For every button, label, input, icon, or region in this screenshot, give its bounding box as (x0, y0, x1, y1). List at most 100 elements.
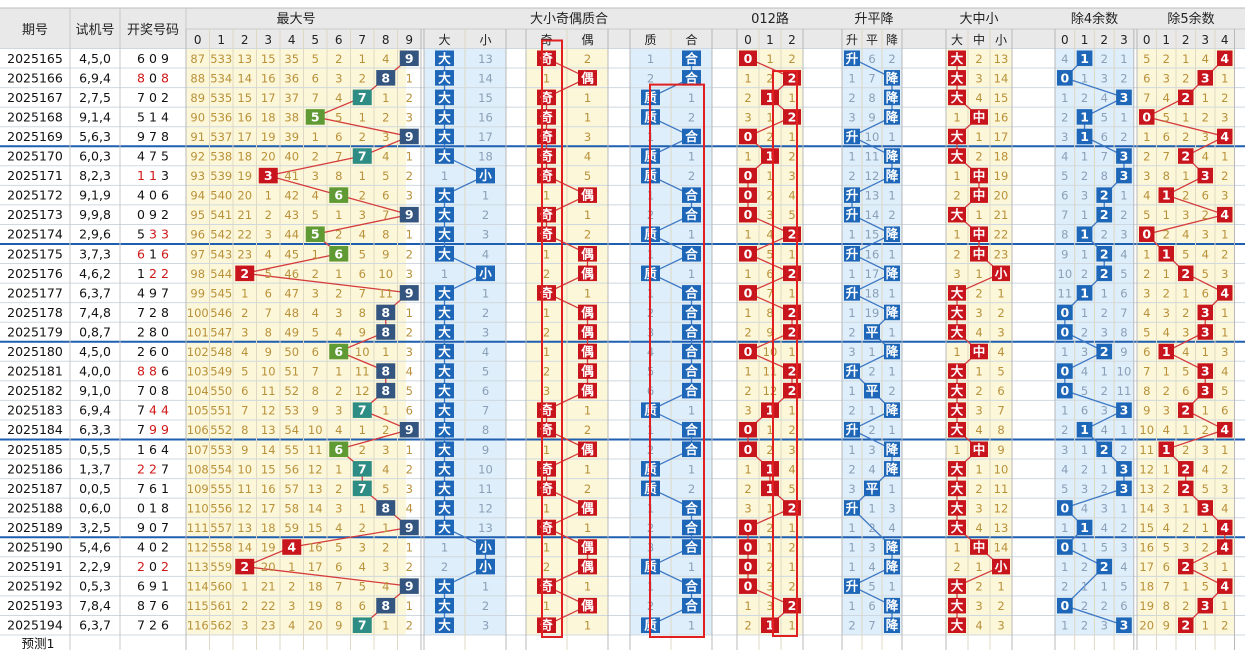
m4-miss-count: 1 (1061, 521, 1068, 535)
jo-miss-count: 1 (584, 91, 591, 105)
draw-digit: 9 (161, 51, 169, 66)
m4-miss-count: 1 (1120, 110, 1127, 124)
m4-miss-count: 2 (1061, 110, 1068, 124)
dzx-hit-label: 大 (951, 149, 964, 164)
max-miss-count: 13 (261, 423, 276, 437)
max-miss-count: 52 (284, 384, 299, 398)
max-miss-count: 6 (359, 599, 366, 613)
dzx-miss-count: 2 (975, 384, 982, 398)
max-miss-count: 4 (241, 345, 248, 359)
m5-miss-count: 3 (1202, 130, 1209, 144)
m4-hit-cell (1096, 441, 1113, 458)
dx-hit-cell (435, 246, 454, 262)
zh-hit-label: 合 (685, 188, 698, 203)
m5-miss-count: 7 (1143, 365, 1150, 379)
dx-miss-count: 11 (478, 482, 493, 496)
m4-hit-label: 1 (1080, 422, 1089, 437)
max-hit-label: 8 (381, 324, 390, 339)
issue-number: 2025192 (7, 579, 63, 594)
dx-hit-cell (435, 206, 454, 223)
max-hit-cell (235, 265, 255, 282)
dzx-miss-count: 11 (994, 482, 1009, 496)
draw-digit: 8 (137, 598, 145, 613)
draw-digit: 2 (161, 90, 169, 105)
r012-hit-cell (739, 128, 757, 145)
m5-hit-cell (1217, 206, 1233, 223)
max-miss-count: 4 (335, 423, 342, 437)
max-miss-count: 2 (406, 325, 413, 339)
dzx-miss-count: 2 (997, 306, 1004, 320)
draw-digit: 2 (149, 461, 157, 476)
m5-miss-count: 2 (1182, 71, 1189, 85)
r012-miss-count: 12 (763, 384, 778, 398)
m5-miss-count: 10 (1139, 423, 1154, 437)
zh-hit-label: 合 (685, 344, 698, 359)
m5-hit-label: 0 (1142, 109, 1151, 124)
issue-number: 2025190 (7, 540, 63, 555)
zh-miss-count: 2 (688, 110, 695, 124)
jo-miss-count: 1 (543, 189, 550, 203)
m5-hit-label: 2 (1181, 266, 1190, 281)
draw-digit: 7 (149, 129, 157, 144)
m4-hit-label: 3 (1120, 149, 1129, 164)
max-miss-count: 18 (261, 110, 276, 124)
jo-hit-label: 偶 (581, 559, 594, 574)
spj-miss-count: 6 (868, 52, 875, 66)
m4-miss-count: 10 (1058, 267, 1073, 281)
max-miss-count: 108 (187, 462, 209, 476)
m5-miss-count: 6 (1202, 286, 1209, 300)
jo-hit-cell (578, 324, 597, 340)
max-hit-cell (399, 128, 419, 145)
max-miss-count: 13 (237, 52, 252, 66)
m4-miss-count: 7 (1101, 150, 1108, 164)
m5-miss-count: 7 (1163, 580, 1170, 594)
m5-hit-label: 4 (1220, 579, 1229, 594)
draw-digit: 7 (137, 305, 145, 320)
m4-miss-count: 3 (1081, 482, 1088, 496)
spj-hit-label: 降 (886, 90, 899, 105)
m4-hit-label: 3 (1120, 168, 1129, 183)
spj-miss-count: 1 (848, 150, 855, 164)
max-miss-count: 11 (308, 443, 323, 457)
m5-hit-cell (1178, 480, 1194, 497)
m4-miss-count: 4 (1120, 247, 1127, 261)
jo-hit-cell (578, 187, 597, 203)
dzx-hit-label: 大 (951, 461, 964, 476)
m4-hit-cell (1057, 500, 1073, 516)
dx-hit-label: 大 (438, 246, 451, 261)
m5-miss-count: 2 (1221, 619, 1228, 633)
m4-hit-label: 3 (1120, 461, 1129, 476)
max-hit-label: 3 (264, 168, 273, 183)
m4-hit-label: 3 (1120, 90, 1129, 105)
test-number: 7,8,4 (79, 598, 111, 613)
max-miss-count: 11 (237, 482, 252, 496)
max-miss-count: 94 (190, 189, 205, 203)
draw-digit: 0 (161, 324, 169, 339)
dzx-miss-count: 2 (975, 482, 982, 496)
m4-miss-count: 1 (1081, 208, 1088, 222)
draw-digit: 1 (149, 500, 157, 515)
m4-miss-count: 1 (1101, 365, 1108, 379)
max-miss-count: 2 (359, 443, 366, 457)
draw-digit: 1 (149, 109, 157, 124)
jo-hit-label: 偶 (581, 442, 594, 457)
r012-hit-label: 2 (788, 109, 797, 124)
max-miss-count: 2 (359, 130, 366, 144)
zh-hit-label: 合 (685, 129, 698, 144)
m4-miss-count: 4 (1081, 365, 1088, 379)
r012-miss-count: 4 (788, 462, 795, 476)
r012-hit-label: 1 (766, 149, 775, 164)
max-miss-count: 4 (359, 228, 366, 242)
max-miss-count: 48 (284, 306, 299, 320)
max-subheader: 1 (217, 33, 225, 47)
r012-hit-label: 0 (744, 246, 753, 261)
max-miss-count: 10 (308, 423, 323, 437)
m5-miss-count: 12 (1139, 462, 1154, 476)
spj-hit-cell (844, 363, 860, 379)
zh-hit-label: 合 (685, 324, 698, 339)
spj-subheader: 升 (846, 33, 858, 47)
m4-hit-cell (1057, 304, 1073, 321)
max-hit-cell (376, 500, 396, 516)
draw-digit: 1 (149, 168, 157, 183)
dx-hit-cell (435, 363, 454, 379)
